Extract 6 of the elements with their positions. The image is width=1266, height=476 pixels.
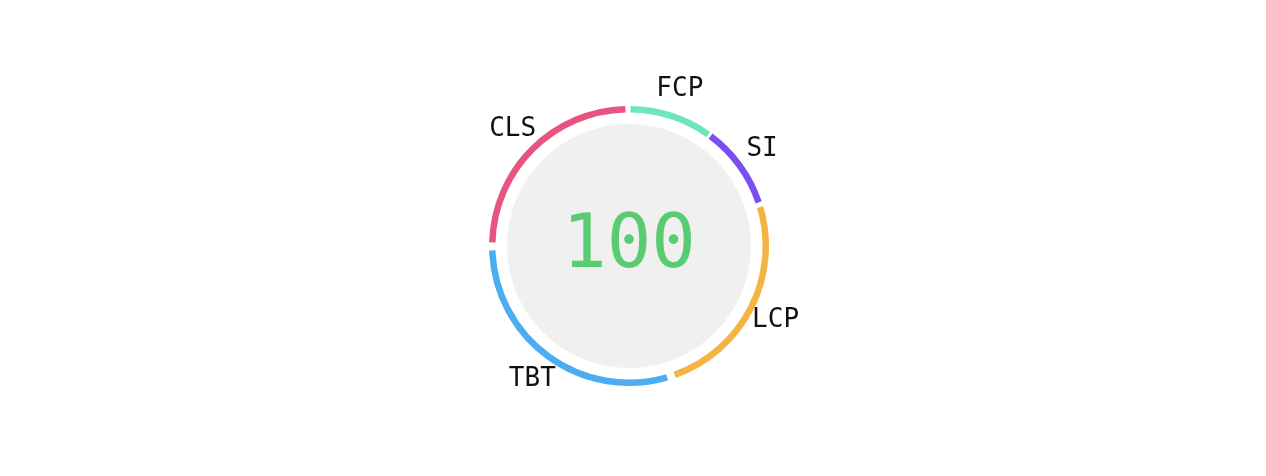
slice-label: TBT (508, 361, 557, 392)
slice-label: FCP (656, 72, 704, 103)
text: 100 (562, 198, 696, 285)
slice-label: CLS (489, 112, 537, 143)
slice-label: LCP (752, 303, 800, 334)
slice-label: SI (746, 132, 778, 163)
